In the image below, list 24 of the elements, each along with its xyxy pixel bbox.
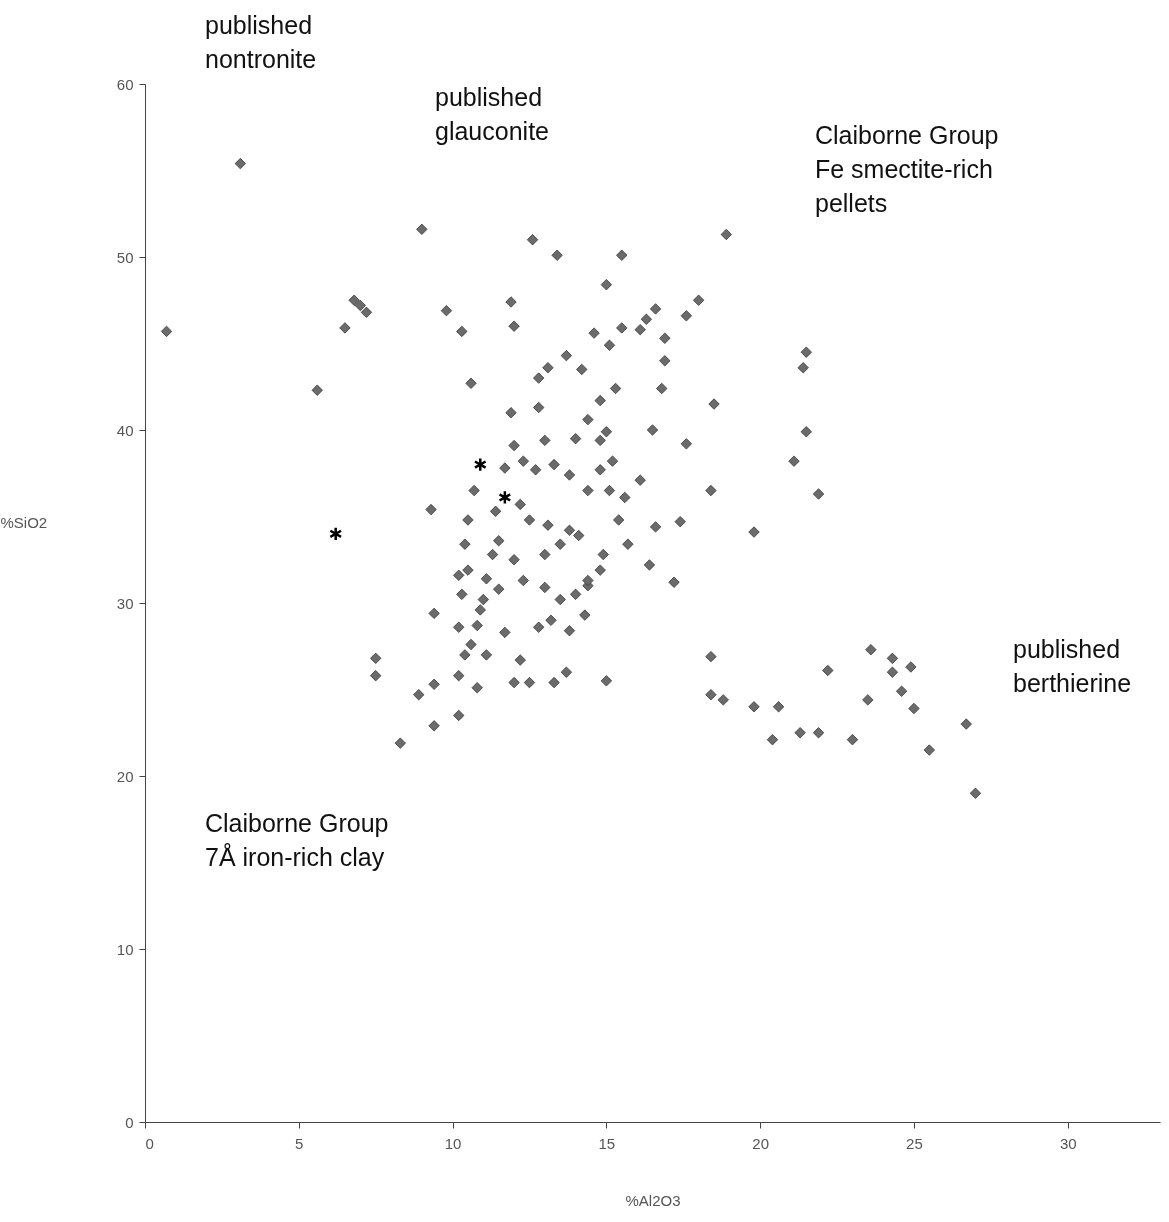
x-axis-title: %Al2O3 — [625, 1191, 681, 1209]
x-tick-label: 15 — [598, 1134, 616, 1152]
point — [329, 526, 343, 542]
annotation: Claiborne Group 7Å iron-rich clay — [205, 809, 389, 871]
x-tick-label: 20 — [752, 1134, 769, 1152]
text: published nontronite — [205, 11, 317, 73]
y-tick-label: 50 — [116, 248, 134, 266]
y-tick-label: 60 — [116, 75, 134, 93]
y-axis-title: %SiO2 — [0, 513, 48, 531]
y-tick-label: 20 — [116, 767, 134, 785]
point — [473, 457, 487, 472]
y-tick-label: 40 — [116, 421, 134, 439]
point — [498, 490, 512, 505]
x-tick-label: 5 — [295, 1134, 304, 1152]
annotation: Claiborne Group Fe smectite-rich pellets — [815, 121, 999, 217]
annotation: published berthierine — [1013, 635, 1132, 697]
annotation: published glauconite — [435, 83, 549, 145]
y-tick-label: 30 — [116, 594, 134, 612]
y-tick-label: 0 — [125, 1113, 134, 1131]
y-tick-label: 10 — [116, 940, 134, 958]
x-tick-label: 30 — [1059, 1134, 1077, 1152]
x-tick-label: 25 — [906, 1134, 923, 1152]
x-tick-label: 10 — [444, 1134, 462, 1152]
x-tick-label: 0 — [145, 1134, 154, 1152]
